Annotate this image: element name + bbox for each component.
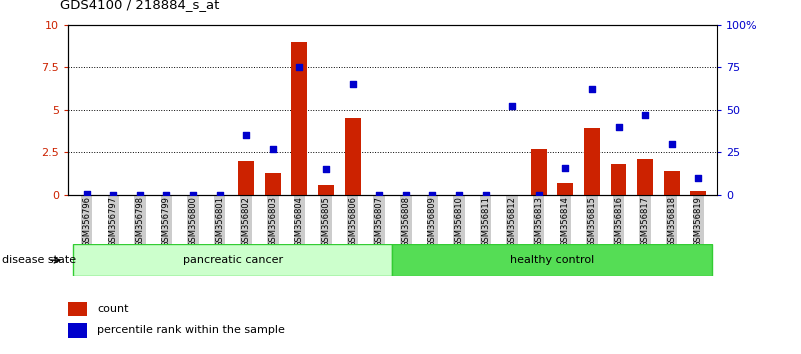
Point xyxy=(293,64,306,70)
Point xyxy=(239,132,252,138)
Point xyxy=(612,124,625,130)
Bar xyxy=(637,159,653,195)
Bar xyxy=(344,118,360,195)
Bar xyxy=(68,302,87,316)
Bar xyxy=(531,149,547,195)
Point xyxy=(80,191,93,197)
Point xyxy=(505,103,518,109)
Point xyxy=(586,86,598,92)
Text: percentile rank within the sample: percentile rank within the sample xyxy=(97,325,285,335)
Bar xyxy=(392,244,711,276)
Point xyxy=(320,166,332,172)
Point xyxy=(213,192,226,198)
Text: GDS4100 / 218884_s_at: GDS4100 / 218884_s_at xyxy=(60,0,219,11)
Point xyxy=(107,192,119,198)
Text: pancreatic cancer: pancreatic cancer xyxy=(183,255,283,265)
Point xyxy=(479,192,492,198)
Point xyxy=(134,192,147,198)
Bar xyxy=(584,129,600,195)
Bar xyxy=(610,164,626,195)
Bar xyxy=(292,42,308,195)
Text: healthy control: healthy control xyxy=(510,255,594,265)
Point xyxy=(453,192,465,198)
Point xyxy=(187,192,199,198)
Point xyxy=(638,112,651,118)
Point xyxy=(666,141,678,147)
Bar xyxy=(74,244,392,276)
Point xyxy=(400,192,413,198)
Bar xyxy=(664,171,680,195)
Point xyxy=(426,192,439,198)
Point xyxy=(692,175,705,181)
Point xyxy=(559,165,572,170)
Bar xyxy=(68,323,87,338)
Bar xyxy=(238,161,254,195)
Point xyxy=(160,192,173,198)
Bar xyxy=(690,191,706,195)
Point xyxy=(267,146,280,152)
Text: disease state: disease state xyxy=(2,255,77,265)
Point xyxy=(372,192,385,198)
Text: count: count xyxy=(97,304,128,314)
Point xyxy=(533,192,545,198)
Point xyxy=(346,81,359,87)
Bar xyxy=(265,173,281,195)
Bar xyxy=(557,183,574,195)
Bar xyxy=(318,184,334,195)
